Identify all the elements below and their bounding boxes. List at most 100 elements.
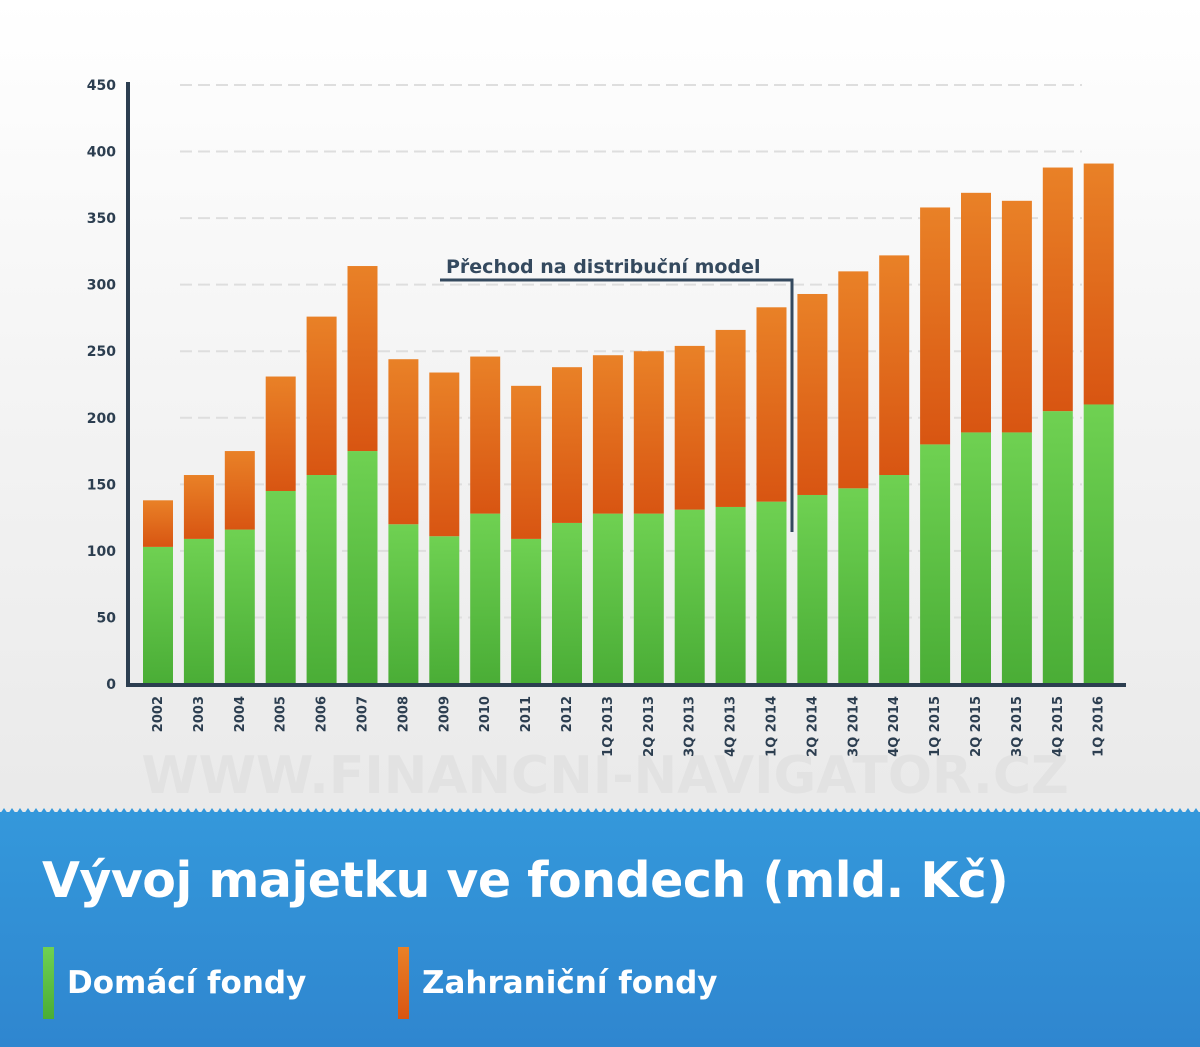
bar-domestic: [879, 475, 910, 684]
axes: [126, 82, 1126, 687]
bar-domestic: [429, 536, 460, 684]
bar-foreign: [715, 329, 746, 507]
zigzag-edge: [0, 808, 1200, 814]
bar-stack: [183, 475, 214, 684]
bar-domestic: [552, 522, 582, 684]
bar-domestic: [1042, 411, 1073, 684]
footer-banner: Vývoj majetku ve fondech (mld. Kč) Domác…: [0, 808, 1200, 1047]
bar-domestic: [838, 488, 869, 684]
bar-foreign: [265, 376, 296, 491]
legend-swatch-green: [43, 947, 54, 1019]
y-tick-label: 50: [97, 610, 117, 626]
x-axis-ticks: 2002 2003 2004 2005 2006 2007 2008 2009 2010 2011…: [151, 696, 1107, 757]
bar-domestic: [961, 432, 991, 684]
bar-foreign: [674, 345, 705, 510]
bar-stack: [143, 500, 173, 684]
bar-stack: [470, 356, 501, 684]
bar-domestic: [1001, 432, 1032, 684]
bar-foreign: [470, 356, 501, 514]
bar-stack: [224, 451, 255, 684]
bar-domestic: [797, 494, 828, 684]
bar-foreign: [756, 307, 787, 502]
bar-foreign: [961, 192, 991, 433]
bar-stack: [633, 351, 664, 684]
bar-foreign: [879, 255, 910, 476]
x-tick-label: 2012: [560, 696, 575, 732]
x-tick-label: 2011: [519, 696, 534, 732]
bar-foreign: [429, 372, 460, 537]
x-tick-label: 2Q 2014: [805, 696, 820, 757]
bar-domestic: [674, 509, 705, 684]
bar-foreign: [1001, 200, 1032, 433]
chart-area: WWW.FINANCNI-NAVIGATOR.CZ 0 50 100 150 200 25…: [87, 78, 1126, 806]
bar-foreign: [306, 316, 337, 476]
bar-domestic: [920, 444, 951, 684]
x-tick-label: 2010: [478, 696, 493, 732]
y-tick-label: 0: [106, 677, 116, 693]
bar-domestic: [224, 529, 255, 684]
bar-stack: [552, 367, 582, 684]
bar-stack: [674, 345, 705, 684]
x-tick-label: 2006: [315, 696, 330, 732]
bar-foreign: [1042, 167, 1073, 412]
bar-stack: [961, 192, 991, 684]
x-tick-label: 1Q 2014: [765, 696, 780, 757]
annotation-bracket: [440, 278, 794, 532]
bar-stack: [592, 355, 623, 684]
bar-stack: [1042, 167, 1073, 684]
bar-foreign: [143, 500, 173, 547]
x-tick-label: 4Q 2014: [887, 696, 902, 757]
legend-label: Domácí fondy: [67, 965, 307, 1001]
x-tick-label: 1Q 2015: [928, 696, 943, 757]
bar-stack: [838, 271, 869, 684]
bar-domestic: [388, 524, 419, 684]
bar-foreign: [511, 385, 542, 539]
y-tick-label: 400: [87, 145, 116, 161]
y-tick-label: 300: [87, 278, 116, 294]
bars: [143, 163, 1114, 684]
bar-stack: [879, 255, 910, 684]
x-tick-label: 1Q 2013: [601, 696, 616, 757]
x-tick-label: 2005: [274, 696, 289, 732]
bar-foreign: [797, 293, 828, 495]
annotation: Přechod na distribuční model: [440, 256, 794, 532]
watermark: WWW.FINANCNI-NAVIGATOR.CZ: [141, 746, 1068, 806]
bar-domestic: [306, 475, 337, 684]
bar-stack: [306, 316, 337, 684]
y-tick-label: 350: [87, 211, 116, 227]
x-tick-label: 3Q 2014: [846, 696, 861, 757]
x-tick-label: 3Q 2013: [683, 696, 698, 757]
x-tick-label: 2Q 2015: [969, 696, 984, 757]
bar-stack: [388, 359, 419, 684]
x-tick-label: 4Q 2015: [1051, 696, 1066, 757]
bar-stack: [797, 293, 828, 684]
bar-foreign: [838, 271, 869, 489]
bar-domestic: [143, 546, 173, 684]
bar-foreign: [552, 367, 582, 523]
x-tick-label: 2004: [233, 696, 248, 732]
bar-domestic: [633, 513, 664, 684]
bar-foreign: [633, 351, 664, 514]
y-tick-label: 250: [87, 344, 116, 360]
x-tick-label: 2Q 2013: [642, 696, 657, 757]
bar-domestic: [347, 451, 378, 684]
bar-stack: [1001, 200, 1032, 684]
bar-stack: [429, 372, 460, 684]
bar-foreign: [920, 207, 951, 445]
bar-domestic: [183, 538, 214, 684]
bar-stack: [920, 207, 951, 684]
bar-domestic: [1083, 404, 1114, 684]
bar-domestic: [511, 538, 542, 684]
x-tick-label: 2007: [356, 696, 371, 732]
x-tick-label: 2008: [396, 696, 411, 732]
legend-swatch-orange: [398, 947, 409, 1019]
bar-domestic: [756, 501, 787, 684]
y-tick-label: 450: [87, 78, 116, 94]
bar-stack: [265, 376, 296, 684]
bar-domestic: [715, 506, 746, 684]
bar-foreign: [388, 359, 419, 525]
x-tick-label: 3Q 2015: [1010, 696, 1025, 757]
bar-foreign: [347, 266, 378, 452]
bar-domestic: [592, 513, 623, 684]
y-axis-ticks: 0 50 100 150 200 250 300 350 400 450: [87, 78, 116, 693]
